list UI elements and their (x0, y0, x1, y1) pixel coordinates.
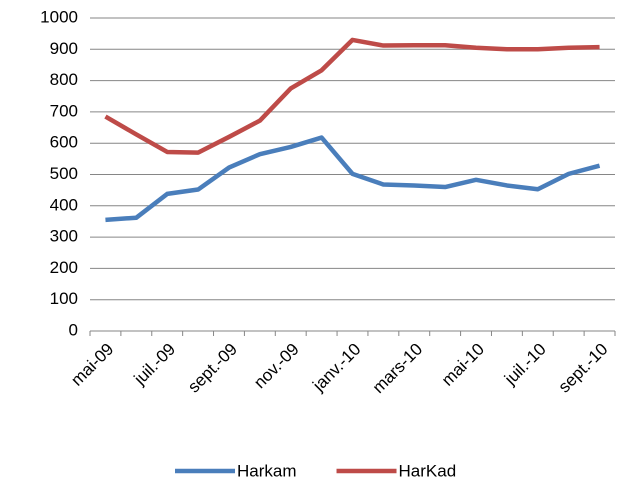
y-tick-label: 500 (50, 164, 78, 183)
x-tick-label: mars-10 (369, 340, 427, 398)
x-tick-label: nov.-09 (250, 340, 303, 393)
y-tick-label: 600 (50, 133, 78, 152)
x-tick-label: sept.-09 (184, 340, 241, 397)
x-tick-label: juil.-09 (130, 340, 180, 390)
legend-label: Harkam (237, 461, 297, 480)
y-tick-label: 700 (50, 101, 78, 120)
series-line (104, 37, 600, 155)
x-tick-label: mai-10 (438, 340, 488, 390)
y-tick-label: 1000 (40, 7, 78, 26)
y-tick-label: 900 (50, 39, 78, 58)
y-tick-label: 800 (50, 70, 78, 89)
x-tick-label: sept.-10 (555, 340, 612, 397)
legend-label: HarKad (399, 461, 457, 480)
y-tick-label: 200 (50, 258, 78, 277)
x-tick-label: janv.-10 (308, 340, 364, 396)
x-tick-label: mai-09 (67, 340, 117, 390)
y-tick-label: 400 (50, 195, 78, 214)
y-tick-label: 0 (69, 320, 78, 339)
x-tick-label: juil.-10 (500, 340, 550, 390)
y-tick-label: 100 (50, 289, 78, 308)
series-line (105, 135, 601, 223)
y-tick-label: 300 (50, 227, 78, 246)
